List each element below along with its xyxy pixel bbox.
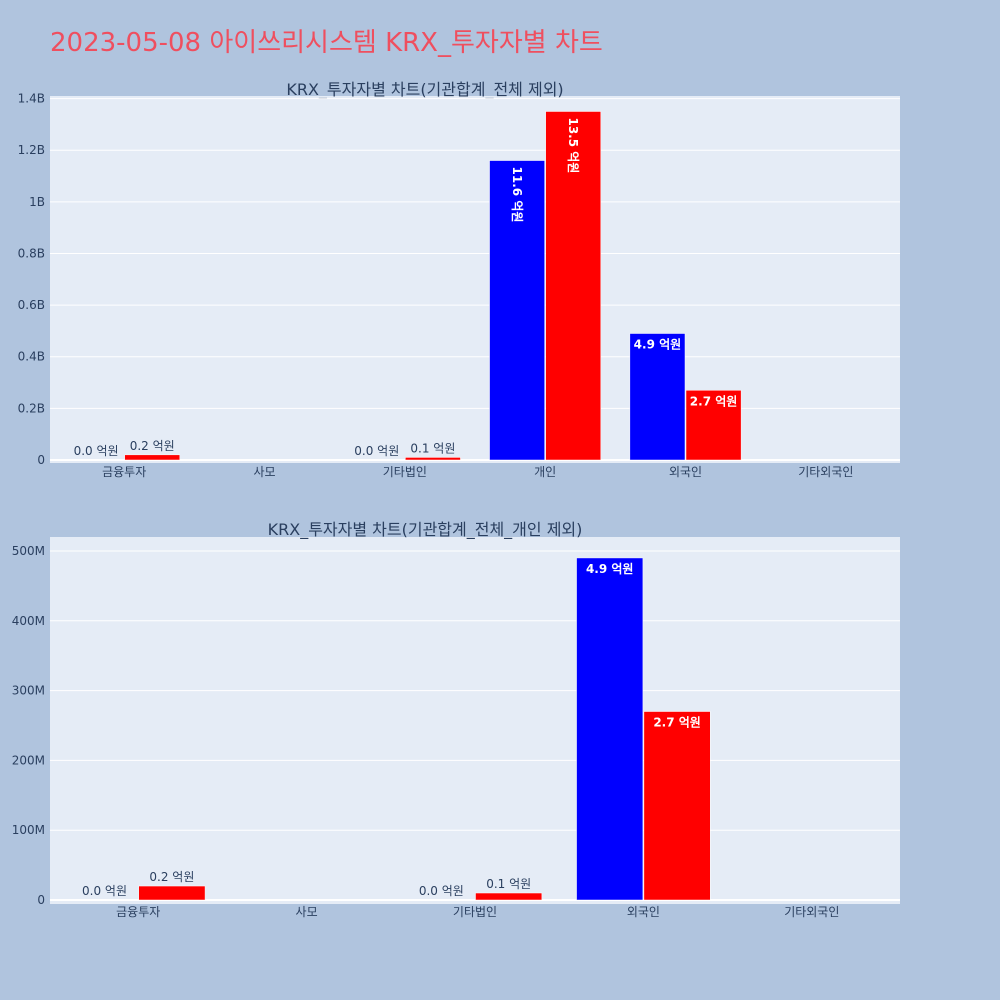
- bar-data-label: 0.0 억원: [354, 444, 399, 458]
- page-title: 2023-05-08 아이쓰리시스템 KRX_투자자별 차트: [50, 28, 603, 58]
- y-tick-label: 1.2B: [18, 143, 45, 157]
- bar: [545, 111, 602, 461]
- bar: [489, 160, 545, 461]
- bar-data-label: 0.1 억원: [486, 877, 531, 891]
- x-tick-label: 금융투자: [102, 465, 146, 479]
- bar: [643, 711, 711, 901]
- bar-data-label: 0.0 억원: [419, 884, 464, 898]
- bar: [475, 892, 543, 901]
- bar: [138, 885, 206, 901]
- chart-top: KRX_투자자별 차트(기관합계_전체 제외) 0 0.2B 0.4B 0.6B 0.8B…: [18, 80, 900, 479]
- y-tick-label: 200M: [12, 753, 45, 767]
- x-tick-label: 금융투자: [116, 905, 160, 919]
- y-tick-label: 300M: [12, 684, 45, 698]
- x-tick-label: 기타외국인: [784, 905, 839, 919]
- x-tick-label: 기타법인: [383, 465, 427, 479]
- y-tick-label: 0.8B: [18, 246, 45, 260]
- bar: [405, 457, 461, 461]
- bar-data-label: 0.0 억원: [82, 884, 127, 898]
- y-tick-label: 1B: [29, 195, 45, 209]
- bar-data-label: 4.9 억원: [586, 562, 634, 576]
- bar-data-label: 4.9 억원: [634, 338, 682, 352]
- bar-data-label: 0.0 억원: [74, 444, 119, 458]
- y-tick-label: 0.2B: [18, 401, 45, 415]
- y-tick-label: 0.6B: [18, 298, 45, 312]
- bar: [124, 454, 181, 461]
- chart-subtitle: KRX_투자자별 차트(기관합계_전체_개인 제외): [268, 520, 583, 540]
- x-tick-label: 사모: [253, 465, 275, 479]
- x-tick-label: 외국인: [669, 465, 702, 479]
- bar-data-label: 2.7 억원: [690, 394, 738, 408]
- plot-area: [50, 537, 900, 904]
- y-tick-label: 100M: [12, 823, 45, 837]
- y-tick-label: 0.4B: [18, 350, 45, 364]
- bar-data-label: 2.7 억원: [653, 716, 701, 730]
- y-tick-label: 400M: [12, 614, 45, 628]
- y-tick-label: 1.4B: [18, 92, 45, 106]
- bar-data-label: 0.2 억원: [130, 439, 175, 453]
- bar: [685, 390, 742, 461]
- bar: [576, 557, 644, 901]
- x-tick-label: 사모: [296, 905, 318, 919]
- bar-data-label: 0.1 억원: [410, 441, 455, 455]
- x-tick-label: 기타법인: [453, 905, 497, 919]
- bar: [629, 333, 686, 461]
- bar-data-label: 0.2 억원: [149, 870, 194, 884]
- bar-data-label: 13.5 억원: [566, 117, 580, 173]
- x-tick-label: 개인: [534, 465, 556, 479]
- y-tick-label: 0: [37, 893, 45, 907]
- y-tick-label: 500M: [12, 544, 45, 558]
- y-tick-label: 0: [37, 453, 45, 467]
- x-tick-label: 외국인: [627, 905, 660, 919]
- chart-subtitle: KRX_투자자별 차트(기관합계_전체 제외): [286, 80, 563, 100]
- chart-bottom: KRX_투자자별 차트(기관합계_전체_개인 제외) 0 100M 200M 300M 4…: [12, 520, 900, 919]
- plot-area: [50, 96, 900, 463]
- x-tick-label: 기타외국인: [798, 465, 853, 479]
- bar-data-label: 11.6 억원: [510, 167, 524, 223]
